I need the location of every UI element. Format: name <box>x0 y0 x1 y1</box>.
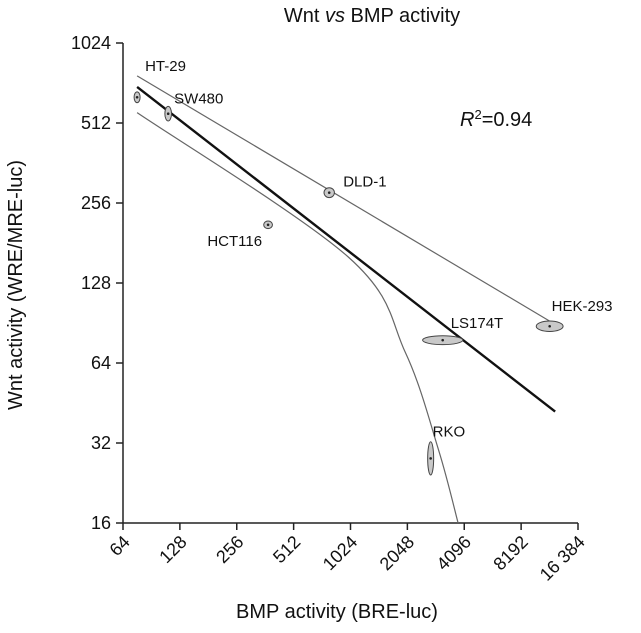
y-tick-label: 256 <box>81 193 111 213</box>
chart-title-prefix: Wnt <box>284 5 325 27</box>
x-tick-label: 256 <box>212 532 247 567</box>
y-tick-label: 512 <box>81 113 111 133</box>
data-point-sw480 <box>166 112 170 115</box>
r-squared-symbol: R <box>460 109 474 131</box>
curves-layer <box>136 75 556 524</box>
data-point-hek-293 <box>548 324 551 328</box>
r-squared-annotation: R2=0.94 <box>460 107 532 132</box>
x-tick-label: 8192 <box>489 532 531 574</box>
y-axis-label: Wnt activity (WRE/MRE-luc) <box>5 160 27 410</box>
data-point-ls174t <box>441 338 445 342</box>
point-label-ls174t: LS174T <box>451 315 504 332</box>
x-tick-label: 512 <box>269 532 304 567</box>
point-label-dld-1: DLD-1 <box>343 174 386 191</box>
chart-title-suffix: BMP activity <box>345 5 460 27</box>
data-point-hct116 <box>266 223 270 227</box>
points-layer: HT-29 SW480 DLD-1 HCT116 LS174T HEK-293 RKO <box>133 58 613 476</box>
chart-title: Wnt vs BMP activity <box>284 5 460 27</box>
r-squared-value: =0.94 <box>482 109 533 131</box>
x-tick-label: 2048 <box>376 532 418 574</box>
y-tick-label: 32 <box>91 433 111 453</box>
x-tick-label: 16 384 <box>536 532 589 585</box>
r-squared-superscript: 2 <box>474 107 481 122</box>
point-label-hct116: HCT116 <box>207 233 262 250</box>
lower-confidence-curve <box>136 112 459 524</box>
x-tick-label: 64 <box>106 532 134 560</box>
point-label-rko: RKO <box>433 423 466 440</box>
point-label-hek-293: HEK-293 <box>552 298 613 315</box>
point-label-sw480: SW480 <box>174 91 223 108</box>
point-label-ht-29: HT-29 <box>145 58 186 75</box>
data-point-ht-29 <box>135 95 139 99</box>
y-tick-label: 1024 <box>71 33 111 53</box>
x-tick-label: 128 <box>155 532 190 567</box>
data-point-dld-1 <box>327 191 331 194</box>
x-tick-label: 1024 <box>319 532 361 574</box>
data-point-rko <box>429 457 432 460</box>
y-tick-label: 64 <box>91 353 111 373</box>
chart-title-italic: vs <box>325 5 345 27</box>
x-tick-label: 4096 <box>433 532 475 574</box>
y-tick-label: 16 <box>91 513 111 533</box>
upper-confidence-curve <box>136 75 550 322</box>
x-axis-label: BMP activity (BRE-luc) <box>236 601 438 623</box>
regression-fit-line <box>136 85 556 413</box>
y-tick-label: 128 <box>81 273 111 293</box>
